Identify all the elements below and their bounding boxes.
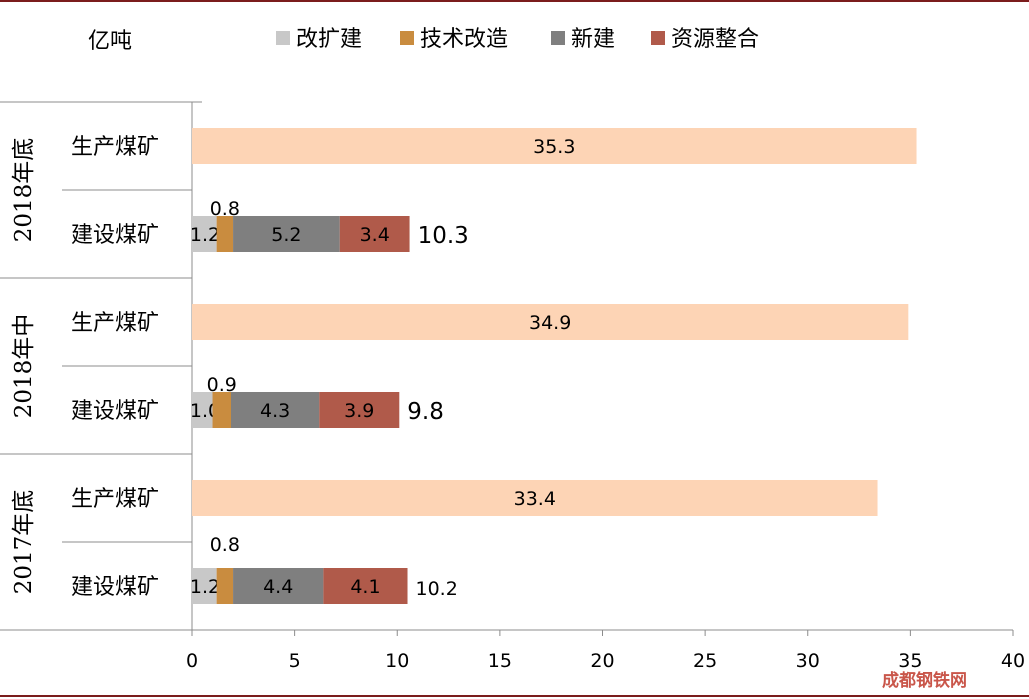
production-value-label: 34.9 <box>529 312 571 334</box>
segment-value-label: 3.9 <box>344 400 374 422</box>
top-border <box>0 0 1029 2</box>
legend-label: 改扩建 <box>296 27 362 52</box>
group-label: 2018年中 <box>11 314 37 419</box>
legend-swatch <box>651 31 665 45</box>
axes: 0 5 10 15 20 25 30 35 40 <box>0 101 1025 672</box>
legend: 改扩建 技术改造 新建 资源整合 <box>276 27 759 52</box>
segment-bar <box>323 568 408 604</box>
total-value-label: 9.8 <box>407 399 444 425</box>
segment-value-label: 0.9 <box>207 374 237 396</box>
x-tick-label: 0 <box>186 650 198 672</box>
segment-bar <box>216 568 234 604</box>
x-tick-label: 40 <box>1001 650 1025 672</box>
segment-bar <box>339 216 410 252</box>
segment-bar <box>230 392 320 428</box>
segment-bar <box>192 392 213 428</box>
x-tick-label: 30 <box>796 650 820 672</box>
row-label: 建设煤矿 <box>71 399 159 424</box>
segment-value-label: 1.2 <box>190 576 220 598</box>
row-label: 生产煤矿 <box>71 135 159 160</box>
legend-label: 资源整合 <box>671 27 759 52</box>
segment-value-label: 3.4 <box>360 224 390 246</box>
legend-swatch <box>400 31 414 45</box>
segment-bar <box>192 568 217 604</box>
segment-value-label: 4.1 <box>350 576 380 598</box>
segment-value-label: 1.2 <box>190 224 220 246</box>
unit-label: 亿吨 <box>88 29 132 54</box>
segment-bar <box>216 216 234 252</box>
x-tick-label: 35 <box>898 650 922 672</box>
segment-value-label: 0.8 <box>210 534 240 556</box>
production-bar <box>192 480 878 516</box>
group-label: 2017年底 <box>11 490 37 595</box>
segment-bar <box>319 392 400 428</box>
x-tick-label: 15 <box>488 650 512 672</box>
production-bar <box>192 304 909 340</box>
row-label: 建设煤矿 <box>71 223 159 248</box>
x-tick-label: 5 <box>289 650 301 672</box>
legend-label: 新建 <box>571 27 615 52</box>
row-label: 生产煤矿 <box>71 311 159 336</box>
legend-label: 技术改造 <box>420 27 508 52</box>
production-bar <box>192 128 917 164</box>
row-label: 建设煤矿 <box>71 575 159 600</box>
legend-swatch <box>276 31 290 45</box>
total-value-label: 10.3 <box>418 223 469 249</box>
segment-value-label: 4.4 <box>263 576 293 598</box>
watermark-text: 成都钢铁网 <box>882 670 967 691</box>
segment-value-label: 5.2 <box>271 224 301 246</box>
bottom-border <box>0 695 1029 697</box>
production-value-label: 35.3 <box>533 136 575 158</box>
row-label: 生产煤矿 <box>71 487 159 512</box>
x-tick-label: 10 <box>385 650 409 672</box>
segment-bar <box>233 216 340 252</box>
segment-bar <box>233 568 324 604</box>
x-tick-label: 25 <box>693 650 717 672</box>
x-tick-label: 20 <box>590 650 614 672</box>
segment-bar <box>212 392 231 428</box>
group-label: 2018年底 <box>11 138 37 243</box>
segment-value-label: 0.8 <box>210 198 240 220</box>
segment-value-label: 4.3 <box>260 400 290 422</box>
segment-bar <box>192 216 217 252</box>
legend-swatch <box>551 31 565 45</box>
total-value-label: 10.2 <box>416 578 458 600</box>
production-value-label: 33.4 <box>514 488 556 510</box>
watermark: 成都钢铁网 <box>882 670 967 691</box>
